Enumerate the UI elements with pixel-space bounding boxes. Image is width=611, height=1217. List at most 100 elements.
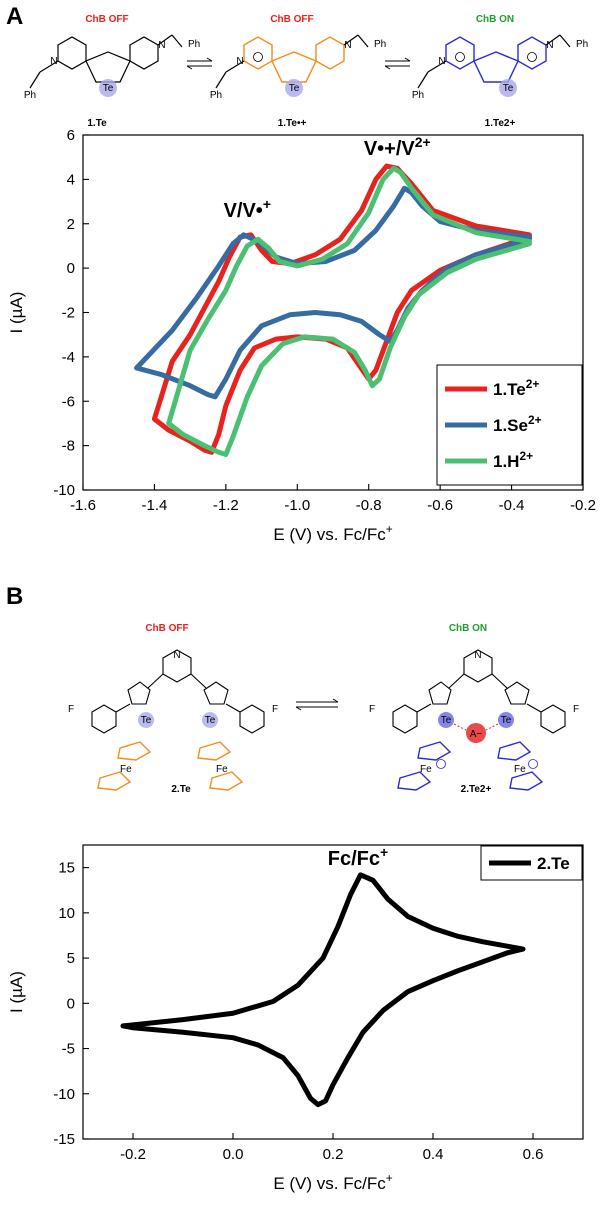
benzyl-bonds — [215, 34, 369, 89]
plot-frame — [82, 844, 584, 1140]
fe-atom-label: Fe — [120, 764, 132, 775]
te-atom-label: Te — [205, 715, 216, 726]
compound-label-2te: 2.Te — [171, 784, 191, 795]
x-tick-label: -0.6 — [427, 497, 453, 514]
benzyl-bonds — [417, 34, 571, 89]
chart-b: -0.2 0.0 0.2 0.4 0.6 -15 -10 -5 0 5 10 15 E (V) vs. … — [7, 844, 584, 1193]
te-atom-highlight — [202, 712, 218, 728]
te-atom-label: Te — [503, 83, 514, 94]
plus-charge-icon — [527, 52, 537, 62]
compound-label-1te-dication: 1.Te2+ — [485, 118, 516, 129]
equilibrium-arrow — [295, 698, 339, 711]
x-tick-label: 0.4 — [423, 1146, 444, 1163]
molecule-1te-dication — [445, 36, 547, 83]
y-tick-label: -5 — [62, 1041, 75, 1058]
y-tick-label: 0 — [67, 995, 75, 1012]
x-tick-label: -0.4 — [499, 497, 525, 514]
molecule-2te — [91, 649, 265, 734]
compound-label-2te-dication: 2.Te2+ — [461, 784, 492, 795]
plus-charge-icon — [528, 759, 538, 769]
ph-label: Ph — [188, 39, 200, 50]
x-tick-label: -1.4 — [141, 497, 167, 514]
f-atom-label: F — [68, 704, 74, 715]
x-axis-label: E (V) vs. Fc/Fc+ — [273, 1171, 392, 1193]
x-tick-label: -1.2 — [213, 497, 239, 514]
y-tick-label: -4 — [62, 349, 75, 366]
n-atom-label: N — [158, 40, 165, 51]
f-atom-label: F — [272, 704, 278, 715]
n-atom-label: N — [546, 40, 553, 51]
y-tick-label: -10 — [53, 1086, 75, 1103]
state-label-b-2: ChB ON — [449, 623, 487, 634]
f-atom-label: F — [573, 704, 579, 715]
chalcogen-bond — [453, 723, 467, 731]
state-label-a-3: ChB ON — [476, 14, 514, 25]
y-tick-label: 6 — [67, 127, 75, 144]
te-atom-label: Te — [141, 715, 152, 726]
ph-label: Ph — [576, 39, 588, 50]
panel-letter-a: A — [6, 3, 23, 30]
f-atom-label: F — [369, 704, 375, 715]
te-atom-label: Te — [289, 83, 300, 94]
y-tick-label: 0 — [67, 260, 75, 277]
compound-label-1te: 1.Te — [87, 118, 107, 129]
te-atom-highlight — [99, 79, 117, 97]
x-tick-label: -1.0 — [284, 497, 310, 514]
n-atom-label: N — [173, 650, 180, 661]
n-atom-label: N — [438, 56, 445, 67]
molecule-2te-dication — [392, 649, 566, 734]
x-tick-label: -0.8 — [356, 497, 382, 514]
plus-charge-icon — [436, 759, 446, 769]
y-tick-label: 4 — [67, 171, 75, 188]
x-axis-label: E (V) vs. Fc/Fc+ — [273, 522, 392, 544]
te-atom-label: Te — [501, 715, 512, 726]
n-atom-label: N — [474, 650, 481, 661]
y-tick-label: 5 — [67, 950, 75, 967]
y-axis-label: I (µA) — [7, 292, 26, 334]
te-atom-label: Te — [441, 715, 452, 726]
ph-label: Ph — [24, 90, 36, 101]
series-line — [120, 872, 526, 1108]
x-tick-label: -1.6 — [70, 497, 96, 514]
y-tick-label: -2 — [62, 305, 75, 322]
peak-annotation: V•+/V2+ — [364, 134, 431, 160]
molecule-1te-radical — [243, 36, 345, 83]
legend-label: 1.Te2+ — [493, 377, 539, 399]
x-tick-label: 0.6 — [523, 1146, 544, 1163]
n-atom-label: N — [50, 56, 57, 67]
series-line — [166, 165, 532, 457]
x-tick-label: 0.2 — [323, 1146, 344, 1163]
fe-atom-label: Fe — [420, 764, 432, 775]
y-axis-label: I (µA) — [7, 971, 26, 1013]
y-tick-label: -10 — [53, 482, 75, 499]
peak-annotation: V/V•+ — [224, 196, 271, 222]
y-tick-label: -6 — [62, 393, 75, 410]
ph-label: Ph — [412, 90, 424, 101]
state-label-a-1: ChB OFF — [85, 14, 128, 25]
molecule-1te — [29, 34, 183, 89]
chart-a: -1.6 -1.4 -1.2 -1.0 -0.8 -0.6 -0.4 -0.2 -10 -8 -6 -… — [7, 127, 596, 544]
equilibrium-arrow — [384, 57, 411, 70]
ph-label: Ph — [210, 90, 222, 101]
te-atom-label: Te — [103, 83, 114, 94]
te-atom-highlight — [438, 712, 454, 728]
y-tick-label: -8 — [62, 438, 75, 455]
plus-charge-icon — [253, 52, 263, 62]
fe-atom-label: Fe — [216, 764, 228, 775]
legend-label: 1.H2+ — [493, 449, 533, 471]
state-label-b-1: ChB OFF — [145, 623, 188, 634]
n-atom-label: N — [344, 40, 351, 51]
fe-atom-label: Fe — [514, 764, 526, 775]
ferrocene-orange — [97, 741, 244, 791]
peak-annotation: Fc/Fc+ — [328, 844, 388, 870]
equilibrium-arrow — [186, 57, 213, 70]
te-atom-highlight — [138, 712, 154, 728]
anion-label: A− — [470, 729, 483, 740]
series-line — [151, 163, 532, 455]
te-atom-highlight — [499, 79, 517, 97]
ferrocenium-blue — [397, 741, 544, 791]
chalcogen-bond — [485, 723, 499, 731]
x-tick-label: -0.2 — [120, 1146, 146, 1163]
state-label-a-2: ChB OFF — [270, 14, 313, 25]
